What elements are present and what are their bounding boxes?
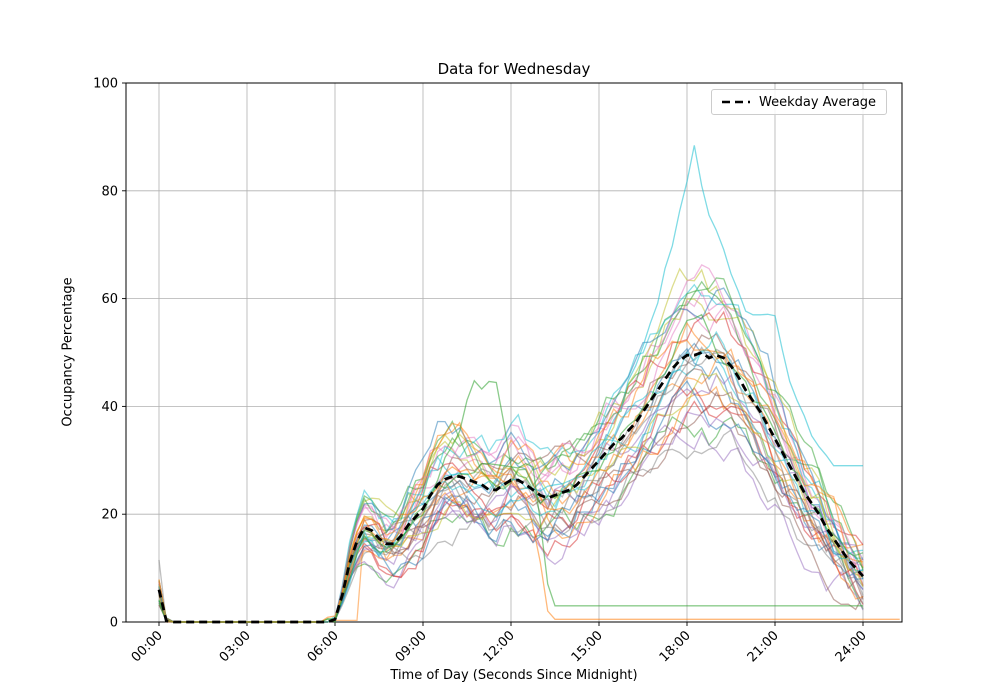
x-tick-label: 24:00 — [833, 628, 870, 665]
legend: Weekday Average — [711, 89, 888, 115]
legend-label: Weekday Average — [759, 94, 877, 110]
y-axis-label: Occupancy Percentage — [60, 277, 76, 427]
y-tick-label: 0 — [110, 616, 118, 631]
x-axis-label: Time of Day (Seconds Since Midnight) — [390, 668, 638, 683]
x-tick-label: 03:00 — [217, 628, 254, 665]
x-tick-label: 09:00 — [393, 628, 430, 665]
x-tick-label: 21:00 — [745, 628, 782, 665]
average-line — [157, 350, 865, 624]
x-tick-label: 00:00 — [129, 628, 166, 665]
x-tick-label: 06:00 — [305, 628, 342, 665]
dashed-line-sample-icon — [722, 100, 750, 104]
y-tick-label: 20 — [101, 508, 118, 523]
y-tick-label: 40 — [101, 400, 118, 415]
x-tick-label: 12:00 — [481, 628, 518, 665]
plot-border — [125, 82, 903, 623]
y-tick-label: 80 — [101, 184, 118, 199]
y-tick-label: 100 — [93, 77, 118, 92]
y-tick-label: 60 — [101, 292, 118, 307]
x-tick-label: 15:00 — [569, 628, 606, 665]
chart-title: Data for Wednesday — [437, 60, 591, 78]
x-tick-label: 18:00 — [657, 628, 694, 665]
